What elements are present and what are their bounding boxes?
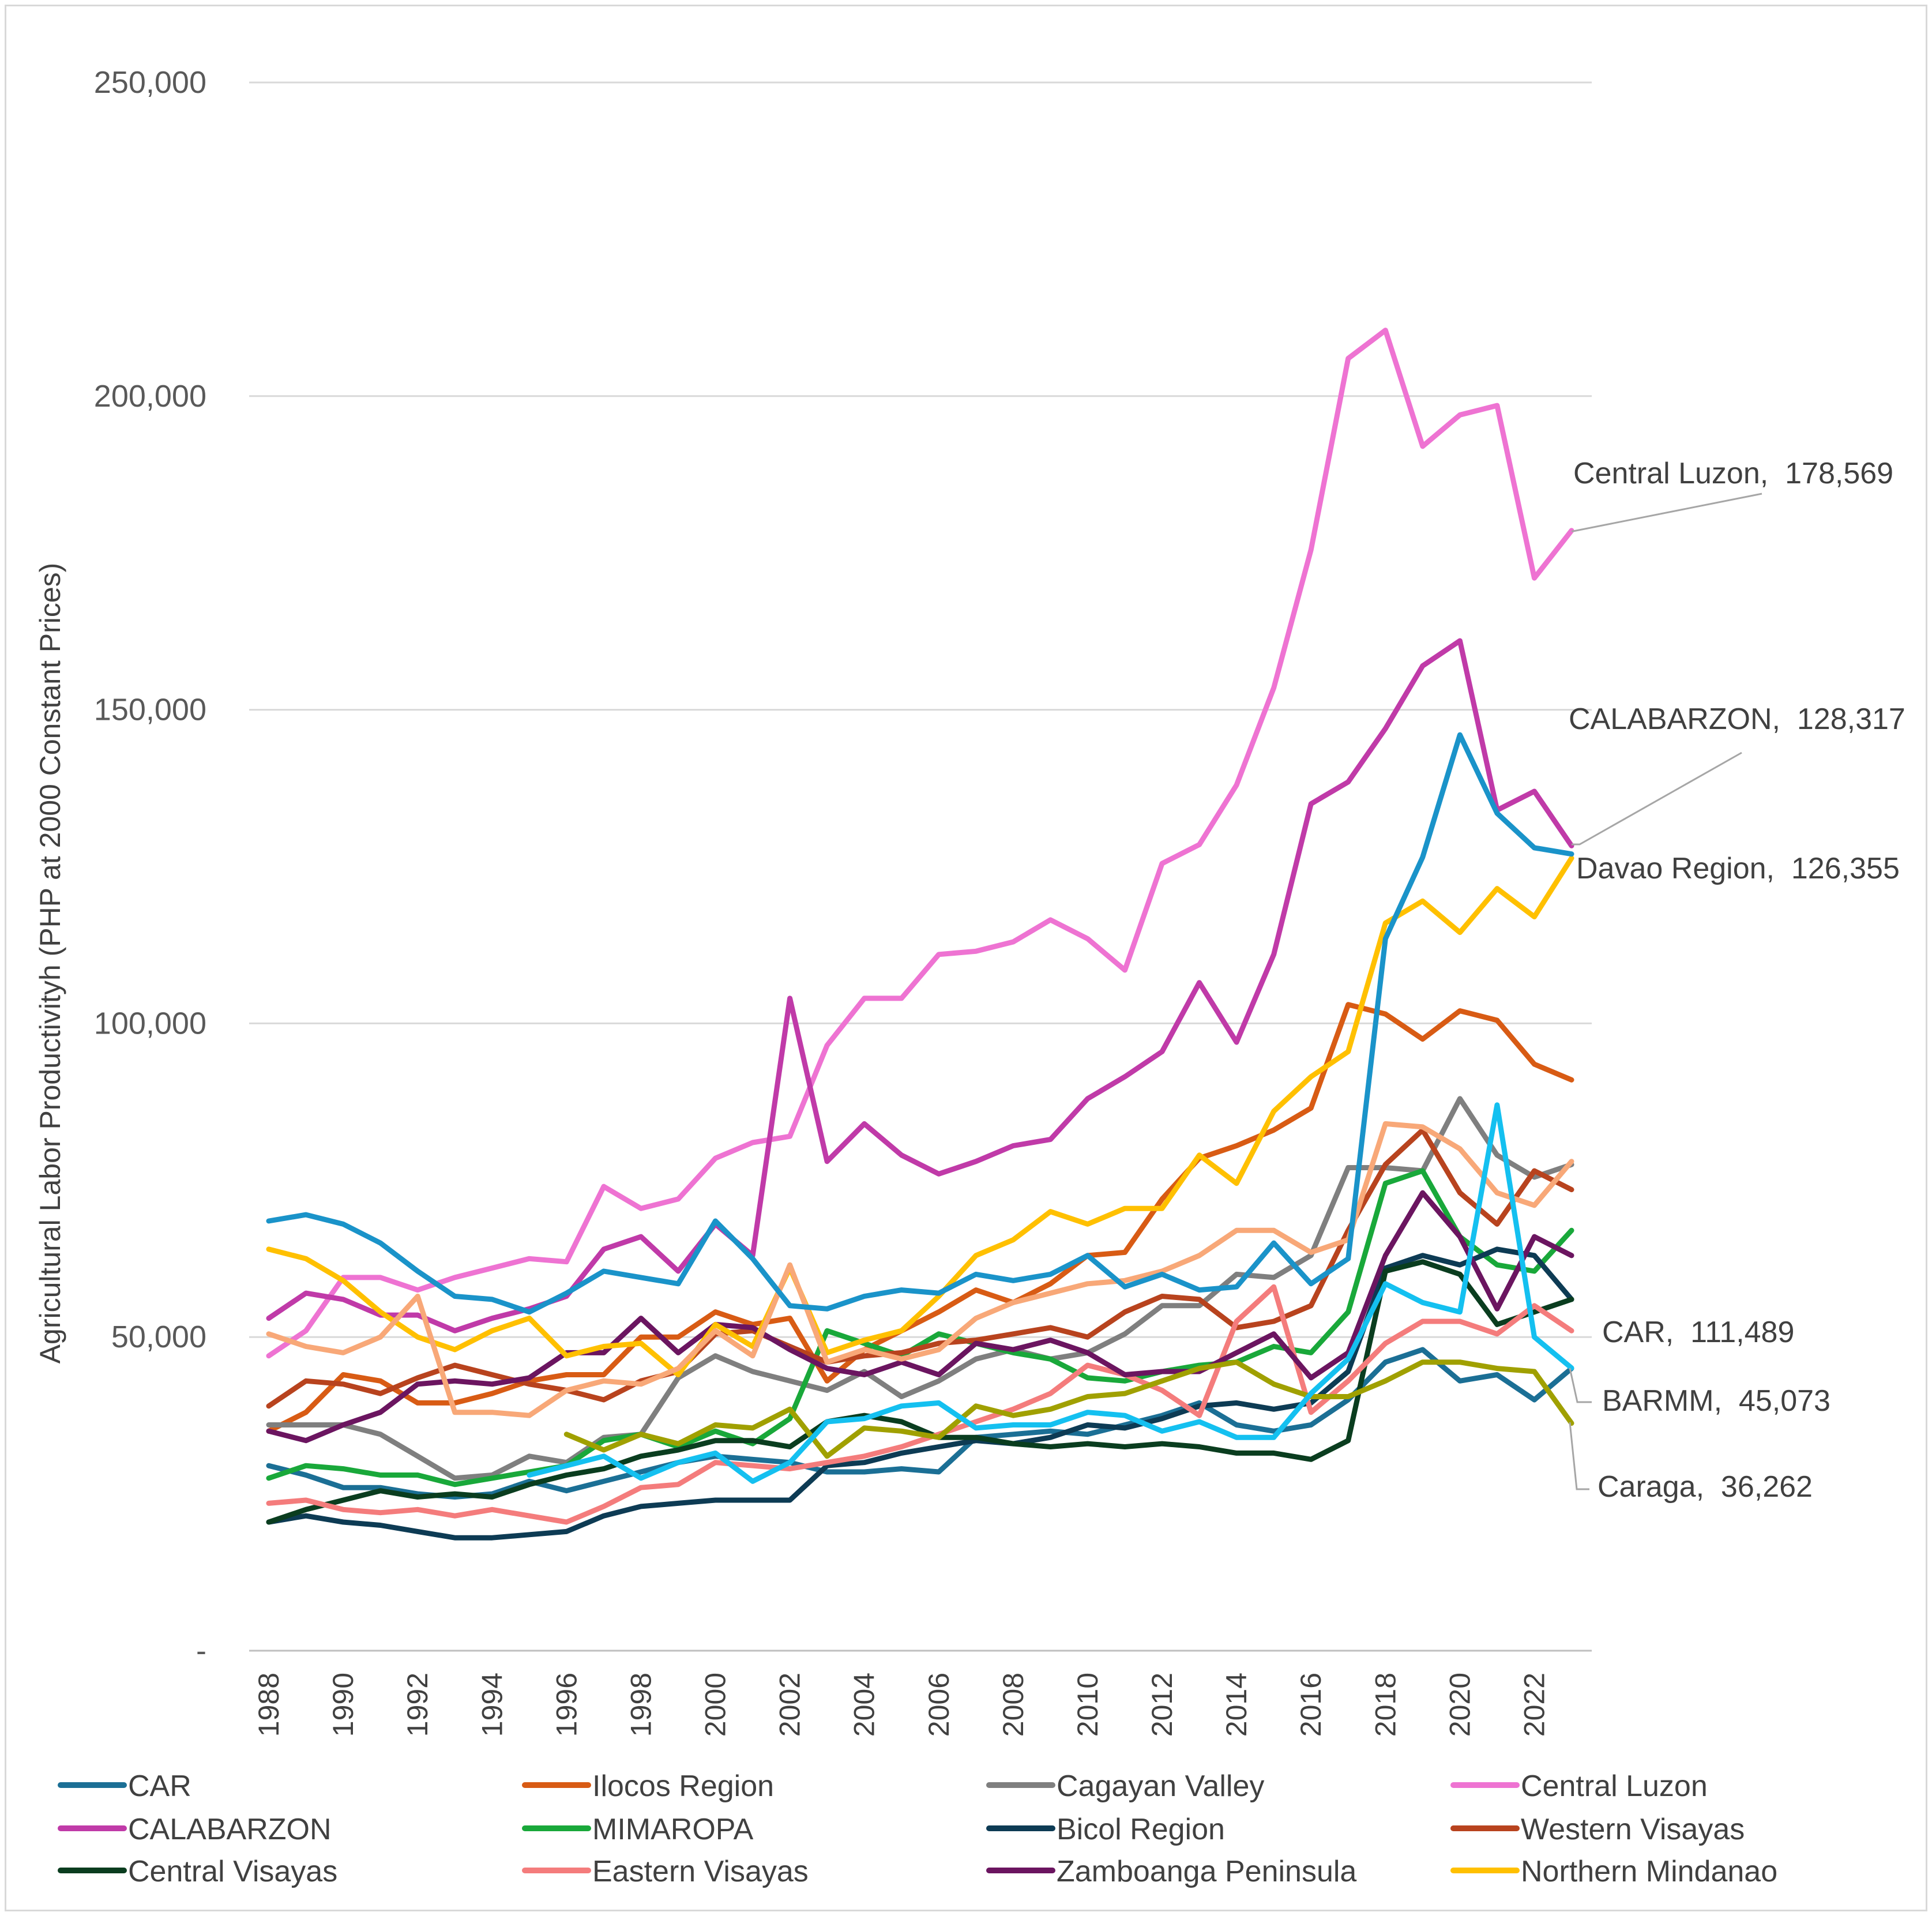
series-line-western-visayas <box>266 1127 1574 1409</box>
y-axis-ticks: - 50,000 100,000 150,000 200,000 250,000 <box>94 65 206 1668</box>
y-tick-label: 150,000 <box>94 693 206 727</box>
x-tick-label: 2006 <box>923 1673 955 1737</box>
x-axis-ticks: 1988 1990 1992 1994 1996 1998 2000 2002 2004 2006… <box>253 1673 1550 1737</box>
y-tick-label: - <box>196 1633 206 1668</box>
x-tick-label: 2018 <box>1369 1673 1401 1737</box>
data-callout-label: BARMM, 45,073 <box>1602 1384 1830 1418</box>
series-line-bicol-region <box>266 1246 1574 1541</box>
x-tick-label: 2022 <box>1518 1673 1550 1737</box>
data-callout-label: Central Luzon, 178,569 <box>1573 457 1893 490</box>
data-callout-value: 178,569 <box>1785 457 1893 490</box>
data-callout-region: Caraga <box>1598 1470 1696 1504</box>
series-lines <box>266 328 1574 1541</box>
data-callout-value: 111,489 <box>1690 1316 1794 1349</box>
series-line-cagayan-valley <box>266 1096 1574 1481</box>
series-line-northern-mindanao <box>266 855 1574 1377</box>
x-tick-label: 2004 <box>848 1673 881 1737</box>
annotation-leader-line <box>1572 752 1742 846</box>
x-tick-label: 2008 <box>997 1673 1029 1737</box>
legend-label: Central Visayas <box>128 1855 337 1888</box>
x-tick-label: 2020 <box>1444 1673 1476 1737</box>
legend-label: CAR <box>128 1770 191 1803</box>
y-axis-title: Agricultural Labor Productivityh (PHP at… <box>34 563 66 1364</box>
x-tick-label: 2012 <box>1146 1673 1178 1737</box>
series-line-mimaropa <box>266 1168 1574 1487</box>
y-tick-label: 200,000 <box>94 379 206 414</box>
x-tick-label: 1990 <box>327 1673 359 1737</box>
legend-label: Northern Mindanao <box>1521 1855 1777 1888</box>
data-callout-separator: , <box>1760 457 1785 490</box>
data-callout-separator: , <box>1666 1316 1690 1349</box>
data-callout-label: Davao Region, 126,355 <box>1576 852 1900 885</box>
x-tick-label: 2010 <box>1072 1673 1104 1737</box>
y-tick-label: 100,000 <box>94 1006 206 1040</box>
data-callout-value: 126,355 <box>1791 852 1900 885</box>
gridlines <box>249 81 1592 1652</box>
annotation-leader-line <box>1569 1368 1592 1403</box>
y-tick-label: 50,000 <box>111 1320 206 1354</box>
legend-label: MIMAROPA <box>592 1813 754 1846</box>
data-callout-region: CAR <box>1602 1316 1666 1349</box>
data-callout-separator: , <box>1772 702 1797 736</box>
legend-label: Eastern Visayas <box>592 1855 809 1888</box>
x-tick-label: 2000 <box>700 1673 732 1737</box>
legend-label: Ilocos Region <box>592 1770 774 1803</box>
data-callout-value: 36,262 <box>1721 1470 1813 1504</box>
series-line-zamboanga-peninsula <box>266 1190 1574 1444</box>
series-line-barmm <box>527 1102 1574 1484</box>
x-tick-label: 2002 <box>774 1673 806 1737</box>
data-callout-value: 128,317 <box>1797 702 1905 736</box>
data-callout-region: Davao Region <box>1576 852 1766 885</box>
annotation-leader-line <box>1569 1422 1589 1490</box>
x-tick-label: 2014 <box>1220 1673 1253 1737</box>
data-callout-separator: , <box>1766 852 1791 885</box>
annotations: Central Luzon, 178,569 CALABARZON, 128,31… <box>1569 457 1905 1504</box>
data-callout-region: Central Luzon <box>1573 457 1760 490</box>
data-callout-region: BARMM <box>1602 1384 1714 1418</box>
data-callout-label: CAR, 111,489 <box>1602 1316 1794 1349</box>
series-line-caraga <box>563 1359 1574 1459</box>
x-tick-label: 1994 <box>476 1673 508 1737</box>
legend-label: Western Visayas <box>1521 1813 1745 1846</box>
legend-label: Central Luzon <box>1521 1770 1708 1803</box>
annotation-leader-line <box>1572 493 1762 532</box>
legend: CAR Ilocos Region Cagayan Valley Central Lu… <box>58 1770 1777 1888</box>
data-callout-label: CALABARZON, 128,317 <box>1569 702 1905 736</box>
series-line-calabarzon <box>266 638 1574 1333</box>
series-line-central-visayas <box>266 1259 1574 1525</box>
series-line-central-luzon <box>266 328 1574 1359</box>
legend-label: CALABARZON <box>128 1813 332 1846</box>
legend-label: Bicol Region <box>1057 1813 1225 1846</box>
x-tick-label: 2016 <box>1295 1673 1327 1737</box>
series-line-eastern-visayas <box>266 1284 1574 1525</box>
chart-frame <box>5 5 1927 1911</box>
x-tick-label: 1988 <box>253 1673 285 1737</box>
data-callout-region: CALABARZON <box>1569 702 1772 736</box>
x-tick-label: 1992 <box>401 1673 434 1737</box>
legend-label: Cagayan Valley <box>1057 1770 1264 1803</box>
x-tick-label: 1996 <box>550 1673 582 1737</box>
y-tick-label: 250,000 <box>94 65 206 100</box>
data-callout-separator: , <box>1714 1384 1739 1418</box>
legend-label: Zamboanga Peninsula <box>1057 1855 1356 1888</box>
data-callout-separator: , <box>1696 1470 1721 1504</box>
x-tick-label: 1998 <box>625 1673 657 1737</box>
series-line-davao-region <box>266 732 1574 1315</box>
series-line-ilocos-region <box>266 1002 1574 1434</box>
data-callout-value: 45,073 <box>1739 1384 1830 1418</box>
data-callout-label: Caraga, 36,262 <box>1598 1470 1813 1504</box>
